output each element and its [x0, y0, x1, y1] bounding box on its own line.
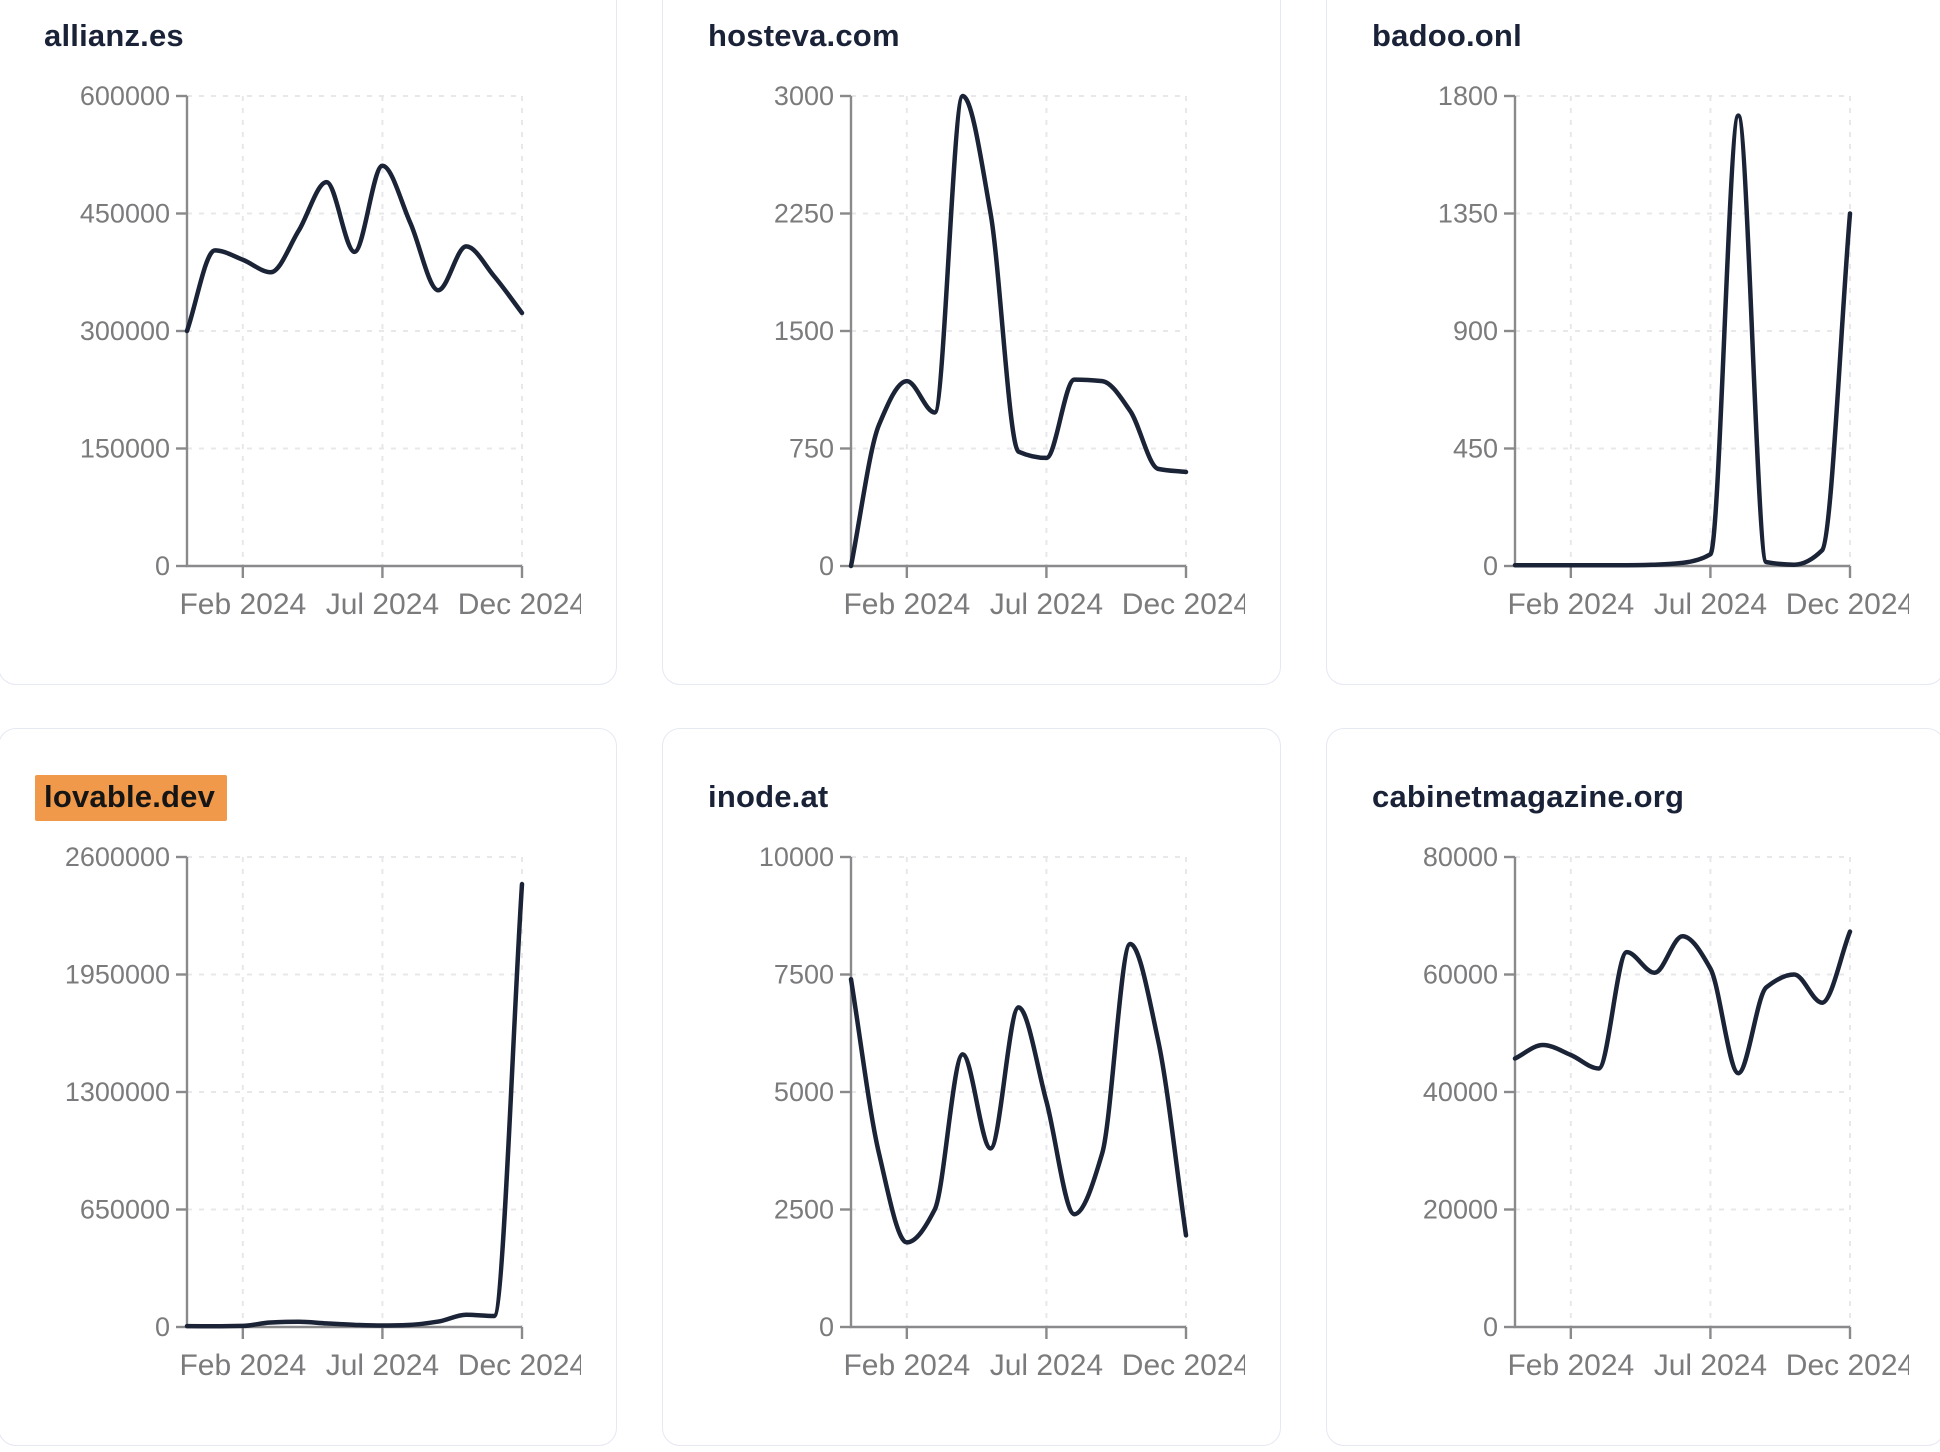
- y-tick-label: 0: [819, 1312, 834, 1342]
- x-tick-label: Dec 2024: [1786, 588, 1909, 621]
- y-tick-label: 450000: [80, 199, 170, 229]
- y-tick-label: 600000: [80, 81, 170, 111]
- y-tick-label: 60000: [1423, 960, 1498, 990]
- y-tick-label: 5000: [774, 1077, 834, 1107]
- x-tick-label: Feb 2024: [179, 588, 306, 621]
- y-tick-label: 1950000: [65, 960, 170, 990]
- chart-title: cabinetmagazine.org: [1372, 779, 1916, 815]
- y-tick-label: 2600000: [65, 842, 170, 872]
- x-tick-label: Jul 2024: [990, 588, 1103, 621]
- domain-label-highlighted: lovable.dev: [35, 775, 228, 821]
- y-tick-label: 80000: [1423, 842, 1498, 872]
- chart-card-hosteva-com: hosteva.com 0 750 1500 2250 3000 Feb 2024 Jul …: [662, 0, 1281, 685]
- x-tick-label: Dec 2024: [1786, 1349, 1909, 1382]
- chart-card-allianz-es: allianz.es 0 150000 300000 450000 600000 Feb …: [0, 0, 617, 685]
- x-tick-label: Dec 2024: [458, 588, 581, 621]
- y-tick-label: 0: [155, 551, 170, 581]
- y-tick-label: 1800: [1438, 81, 1498, 111]
- x-tick-label: Feb 2024: [1507, 588, 1634, 621]
- y-tick-label: 3000: [774, 81, 834, 111]
- y-tick-label: 0: [155, 1312, 170, 1342]
- x-tick-label: Feb 2024: [843, 1349, 970, 1382]
- line-chart: 0 750 1500 2250 3000 Feb 2024 Jul 2024 Dec 2024: [774, 81, 1245, 621]
- domain-label: badoo.onl: [1372, 18, 1522, 53]
- series-line: [1512, 113, 1853, 568]
- chart-card-lovable-dev: lovable.dev 0 650000 1300000 1950000 2600000…: [0, 728, 617, 1446]
- y-tick-label: 750: [789, 434, 834, 464]
- y-tick-label: 40000: [1423, 1077, 1498, 1107]
- y-tick-label: 150000: [80, 434, 170, 464]
- y-tick-label: 650000: [80, 1195, 170, 1225]
- chart-card-inode-at: inode.at 0 2500 5000 7500 10000 Feb 2024 Jul 2…: [662, 728, 1281, 1446]
- x-tick-label: Jul 2024: [326, 588, 439, 621]
- series-line: [848, 941, 1189, 1245]
- domain-label: hosteva.com: [708, 18, 900, 53]
- line-chart: 0 2500 5000 7500 10000 Feb 2024 Jul 2024 Dec 20…: [759, 842, 1245, 1382]
- line-chart: 0 20000 40000 60000 80000 Feb 2024 Jul 2024 Dec…: [1423, 842, 1909, 1382]
- series-line: [848, 93, 1189, 569]
- y-tick-label: 2500: [774, 1195, 834, 1225]
- series-line: [184, 881, 525, 1329]
- chart-title: inode.at: [708, 779, 1252, 815]
- chart-title: hosteva.com: [708, 18, 1252, 54]
- x-tick-label: Dec 2024: [1122, 1349, 1245, 1382]
- chart-title: allianz.es: [44, 18, 588, 54]
- y-tick-label: 7500: [774, 960, 834, 990]
- y-tick-label: 0: [1483, 551, 1498, 581]
- y-tick-label: 10000: [759, 842, 834, 872]
- x-tick-label: Jul 2024: [1654, 588, 1767, 621]
- y-tick-label: 450: [1453, 434, 1498, 464]
- line-chart: 0 450 900 1350 1800 Feb 2024 Jul 2024 Dec 2024: [1438, 81, 1909, 621]
- x-tick-label: Jul 2024: [326, 1349, 439, 1382]
- x-tick-label: Dec 2024: [1122, 588, 1245, 621]
- y-tick-label: 300000: [80, 316, 170, 346]
- y-tick-label: 20000: [1423, 1195, 1498, 1225]
- domain-label: inode.at: [708, 779, 829, 814]
- y-tick-label: 0: [819, 551, 834, 581]
- y-tick-label: 2250: [774, 199, 834, 229]
- chart-title: badoo.onl: [1372, 18, 1916, 54]
- series-line: [1512, 929, 1853, 1076]
- y-tick-label: 1300000: [65, 1077, 170, 1107]
- y-tick-label: 0: [1483, 1312, 1498, 1342]
- line-chart: 0 650000 1300000 1950000 2600000 Feb 2024 Jul …: [65, 842, 581, 1382]
- x-tick-label: Jul 2024: [1654, 1349, 1767, 1382]
- line-chart: 0 150000 300000 450000 600000 Feb 2024 Jul 202…: [80, 81, 581, 621]
- x-tick-label: Dec 2024: [458, 1349, 581, 1382]
- x-tick-label: Jul 2024: [990, 1349, 1103, 1382]
- x-tick-label: Feb 2024: [1507, 1349, 1634, 1382]
- chart-title: lovable.dev: [35, 775, 588, 821]
- domain-label: cabinetmagazine.org: [1372, 779, 1685, 814]
- chart-card-cabinetmagazine-org: cabinetmagazine.org 0 20000 40000 60000 8000…: [1326, 728, 1940, 1446]
- domain-label: allianz.es: [44, 18, 184, 53]
- y-tick-label: 1350: [1438, 199, 1498, 229]
- series-line: [184, 163, 525, 334]
- y-tick-label: 1500: [774, 316, 834, 346]
- x-tick-label: Feb 2024: [843, 588, 970, 621]
- x-tick-label: Feb 2024: [179, 1349, 306, 1382]
- y-tick-label: 900: [1453, 316, 1498, 346]
- chart-card-badoo-onl: badoo.onl 0 450 900 1350 1800 Feb 2024 Jul 202…: [1326, 0, 1940, 685]
